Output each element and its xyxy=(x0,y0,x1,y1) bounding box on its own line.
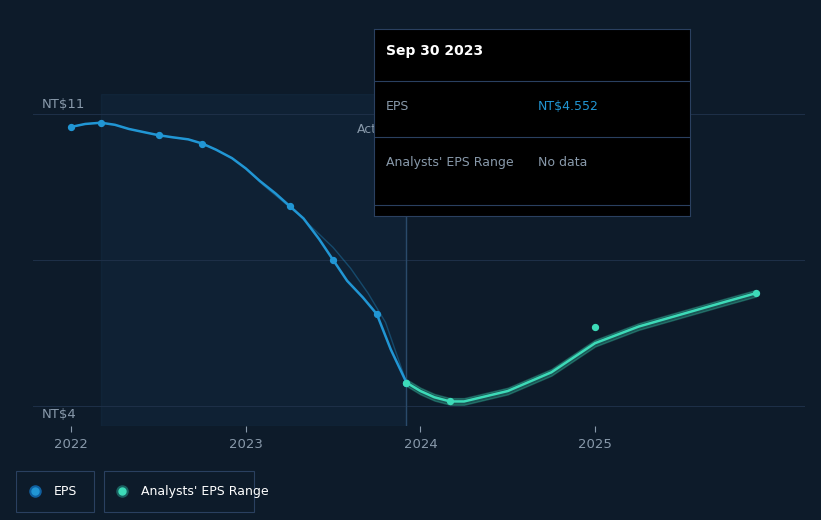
Text: NT$4.552: NT$4.552 xyxy=(538,100,599,113)
Point xyxy=(152,131,165,139)
Point xyxy=(94,119,108,127)
Point xyxy=(400,379,413,387)
Point xyxy=(400,379,413,387)
Text: NT$4: NT$4 xyxy=(42,408,76,421)
Point xyxy=(443,397,456,406)
Text: NT$11: NT$11 xyxy=(42,98,85,111)
Text: EPS: EPS xyxy=(386,100,410,113)
Text: Actual: Actual xyxy=(357,123,396,136)
Point xyxy=(283,202,296,210)
Text: No data: No data xyxy=(538,156,587,169)
Point xyxy=(195,139,209,148)
Text: Analysts' EPS Range: Analysts' EPS Range xyxy=(386,156,514,169)
FancyBboxPatch shape xyxy=(16,471,94,513)
Point xyxy=(370,310,383,318)
Text: Analysts Forecasts: Analysts Forecasts xyxy=(417,123,534,136)
Point xyxy=(749,289,762,297)
FancyBboxPatch shape xyxy=(103,471,254,513)
Bar xyxy=(101,94,406,426)
Point xyxy=(589,322,602,331)
Text: EPS: EPS xyxy=(54,485,77,498)
Point xyxy=(327,256,340,264)
Text: Analysts' EPS Range: Analysts' EPS Range xyxy=(141,485,268,498)
Text: Sep 30 2023: Sep 30 2023 xyxy=(386,44,484,58)
Point xyxy=(65,123,78,131)
